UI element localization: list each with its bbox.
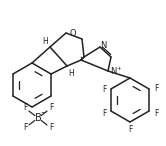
Text: F: F (154, 85, 158, 93)
Text: F: F (102, 85, 106, 93)
Text: F: F (154, 108, 158, 118)
Text: B: B (35, 113, 41, 123)
Text: F: F (128, 125, 132, 133)
Text: O: O (70, 28, 77, 38)
Text: N: N (110, 67, 116, 77)
Text: +: + (117, 66, 121, 71)
Text: F: F (102, 108, 106, 118)
Text: H: H (68, 69, 74, 79)
Text: H: H (42, 38, 48, 46)
Text: F: F (49, 104, 53, 113)
Text: F: F (49, 124, 53, 133)
Text: F: F (23, 104, 27, 113)
Text: N: N (100, 41, 106, 51)
Text: −: − (40, 110, 46, 114)
Text: F: F (23, 124, 27, 133)
